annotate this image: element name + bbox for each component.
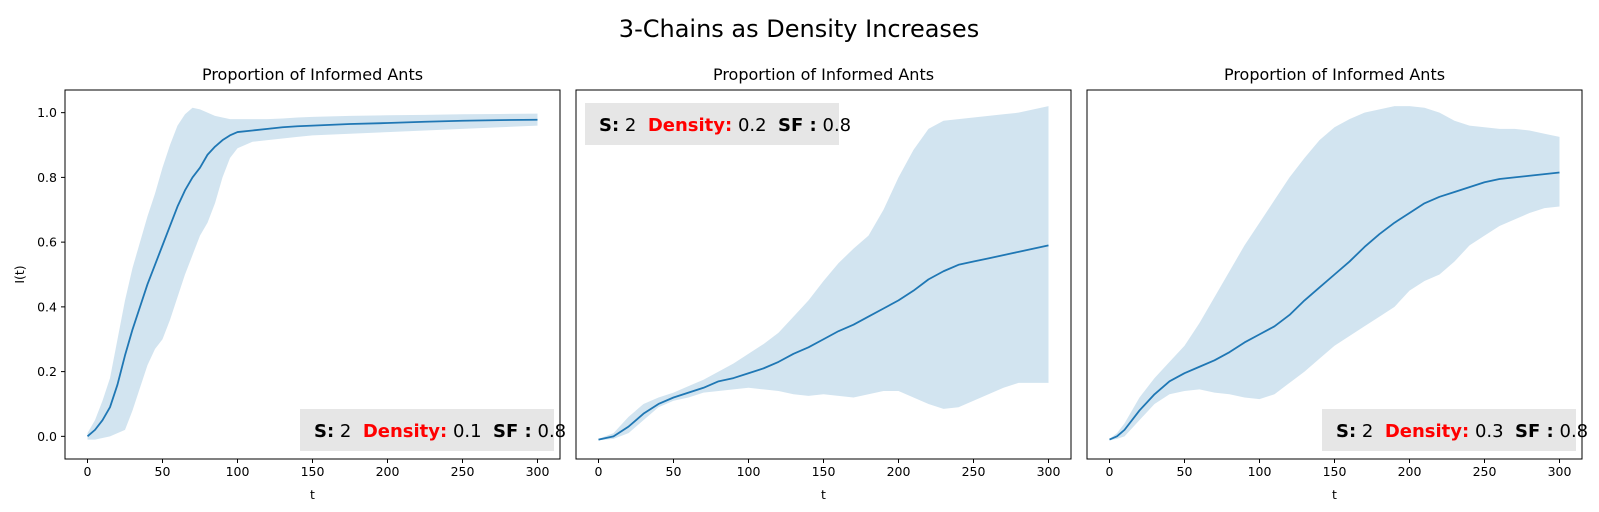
annotation-box: S: 2 Density: 0.2 SF : 0.8 xyxy=(585,103,851,145)
x-tick-label: 300 xyxy=(526,464,550,479)
annotation-sf-value: 0.8 xyxy=(823,115,852,136)
annotation-density-label: Density: xyxy=(363,421,447,442)
x-axis-label: t xyxy=(1332,487,1337,502)
annotation-s-label: S: xyxy=(314,421,334,442)
x-tick-label: 250 xyxy=(451,464,475,479)
plot-area xyxy=(86,107,538,440)
subplot-3: 0 50 100 150 200 250 300 Proportion of Informed… xyxy=(1086,65,1588,502)
y-tick-label: 0.4 xyxy=(37,299,57,314)
x-tick-label: 150 xyxy=(301,464,325,479)
x-tick-label: 200 xyxy=(1398,464,1422,479)
mean-line xyxy=(86,118,538,438)
confidence-band xyxy=(87,107,538,440)
annotation-density-value: 0.3 xyxy=(1475,421,1504,442)
y-tick-label: 1.0 xyxy=(37,105,57,120)
annotation-s-value: 2 xyxy=(340,421,351,442)
annotation-text: S: 2 Density: 0.3 SF : 0.8 xyxy=(1336,421,1588,442)
x-tick-label: 200 xyxy=(887,464,911,479)
y-tick-label: 0.6 xyxy=(37,235,57,250)
x-tick-label: 0 xyxy=(595,464,603,479)
annotation-density-value: 0.1 xyxy=(453,421,482,442)
plot-area xyxy=(598,106,1049,441)
annotation-text: S: 2 Density: 0.2 SF : 0.8 xyxy=(599,115,851,136)
mean-line xyxy=(1109,171,1560,441)
x-tick-label: 50 xyxy=(155,464,171,479)
x-tick-label: 300 xyxy=(1548,464,1572,479)
subplot-title: Proportion of Informed Ants xyxy=(713,65,934,84)
y-tick-label: 0.0 xyxy=(37,429,57,444)
subplot-title: Proportion of Informed Ants xyxy=(1224,65,1445,84)
annotation-density-value: 0.2 xyxy=(738,115,767,136)
mean-line xyxy=(598,244,1049,441)
annotation-sf-label: SF : xyxy=(493,421,532,442)
x-tick-label: 100 xyxy=(226,464,250,479)
x-tick-label: 50 xyxy=(666,464,682,479)
y-axis-label: I(t) xyxy=(12,265,27,283)
x-tick-label: 250 xyxy=(962,464,986,479)
annotation-density-label: Density: xyxy=(648,115,732,136)
annotation-box: S: 2 Density: 0.1 SF : 0.8 xyxy=(300,409,566,451)
annotation-background xyxy=(300,409,554,451)
subplot-1: 0 50 100 150 200 250 300 0.0 0.2 0.4 0.6 0.8 1.0 Prop… xyxy=(12,65,566,502)
x-tick-label: 100 xyxy=(1248,464,1272,479)
x-axis-label: t xyxy=(310,487,315,502)
confidence-band xyxy=(1109,106,1560,441)
y-tick-label: 0.2 xyxy=(37,364,57,379)
x-tick-label: 150 xyxy=(1323,464,1347,479)
x-tick-label: 300 xyxy=(1037,464,1061,479)
figure-title: 3-Chains as Density Increases xyxy=(619,15,979,43)
subplot-title: Proportion of Informed Ants xyxy=(202,65,423,84)
x-tick-label: 0 xyxy=(1106,464,1114,479)
annotation-s-label: S: xyxy=(1336,421,1356,442)
annotation-sf-value: 0.8 xyxy=(538,421,567,442)
x-tick-label: 150 xyxy=(812,464,836,479)
annotation-sf-value: 0.8 xyxy=(1560,421,1589,442)
annotation-density-label: Density: xyxy=(1385,421,1469,442)
x-tick-label: 250 xyxy=(1473,464,1497,479)
x-tick-label: 50 xyxy=(1177,464,1193,479)
annotation-sf-label: SF : xyxy=(778,115,817,136)
x-tick-label: 200 xyxy=(376,464,400,479)
annotation-text: S: 2 Density: 0.1 SF : 0.8 xyxy=(314,421,566,442)
x-tick-label: 0 xyxy=(84,464,92,479)
x-axis-label: t xyxy=(821,487,826,502)
annotation-s-value: 2 xyxy=(625,115,636,136)
plot-area xyxy=(1109,106,1560,441)
annotation-background xyxy=(585,103,839,145)
subplot-2: 0 50 100 150 200 250 300 Proportion of Informed… xyxy=(575,65,1072,502)
annotation-background xyxy=(1322,409,1576,451)
annotation-sf-label: SF : xyxy=(1515,421,1554,442)
annotation-s-value: 2 xyxy=(1362,421,1373,442)
annotation-s-label: S: xyxy=(599,115,619,136)
x-tick-label: 100 xyxy=(737,464,761,479)
annotation-box: S: 2 Density: 0.3 SF : 0.8 xyxy=(1322,409,1588,451)
y-tick-label: 0.8 xyxy=(37,170,57,185)
confidence-band xyxy=(598,106,1049,441)
